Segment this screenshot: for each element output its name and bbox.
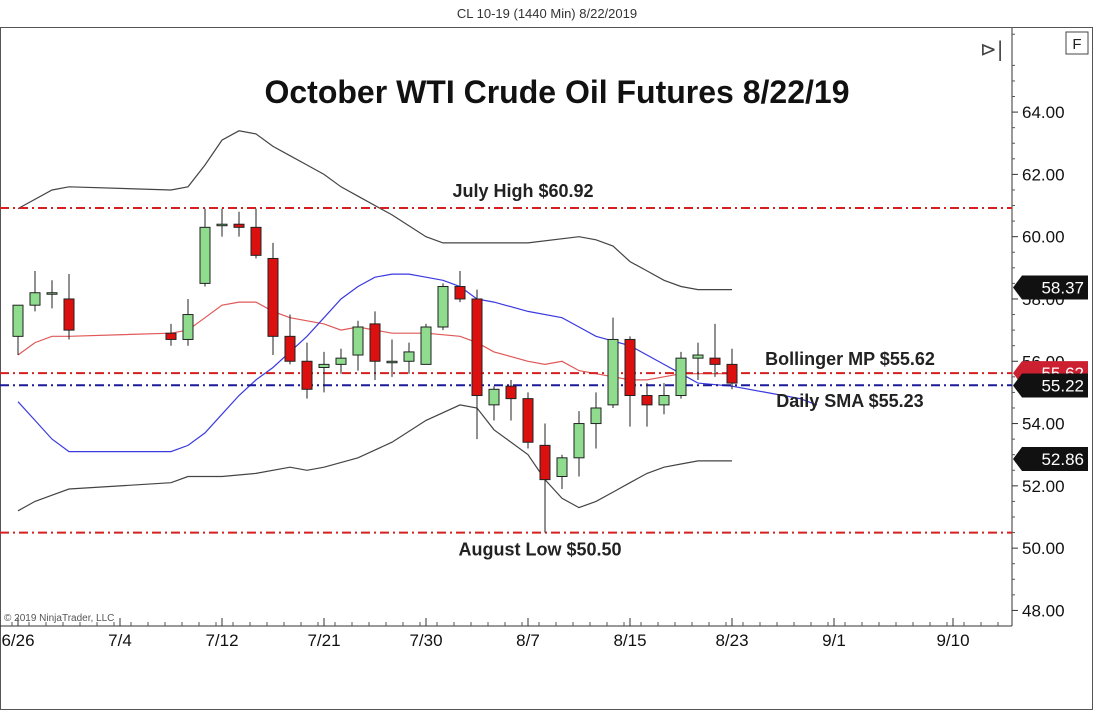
candle-up [692, 354, 704, 359]
candle-up [199, 226, 211, 284]
candle-down [624, 338, 636, 397]
candle-up [29, 292, 41, 306]
candle-down [267, 257, 279, 337]
level-label: Bollinger MP $55.62 [765, 349, 935, 369]
play-icon[interactable]: ⊳| [980, 37, 1004, 61]
x-tick-label: 9/1 [822, 631, 846, 650]
level-label: August Low $50.50 [458, 540, 621, 560]
daily-sma-line [17, 273, 818, 453]
x-tick-label: 6/26 [1, 631, 34, 650]
candle-up [675, 357, 687, 397]
level-lines [0, 207, 1012, 534]
price-marker-label: 58.37 [1041, 278, 1084, 297]
candles [12, 208, 738, 533]
candle-down [250, 226, 262, 256]
price-marker [1013, 373, 1088, 398]
window-title: CL 10-19 (1440 Min) 8/22/2019 [0, 0, 1094, 27]
x-tick-label: 7/21 [307, 631, 340, 650]
price-marker-label: 55.22 [1041, 377, 1084, 396]
candle-up [386, 360, 398, 364]
y-tick-label: 54.00 [1022, 415, 1065, 434]
y-tick-label: 60.00 [1022, 228, 1065, 247]
candle-up [182, 314, 194, 340]
candle-down [233, 223, 245, 228]
candle-down [539, 444, 551, 481]
x-tick-label: 9/10 [936, 631, 969, 650]
candle-down [454, 286, 466, 300]
candle-down [63, 298, 75, 331]
candle-up [420, 326, 432, 365]
candle-down [369, 323, 381, 362]
candle-down [641, 395, 653, 406]
x-tick-label: 7/12 [205, 631, 238, 650]
candle-up [46, 292, 58, 295]
candle-up [318, 363, 330, 368]
chart-title: October WTI Crude Oil Futures 8/22/19 [264, 74, 849, 110]
chart-frame [0, 27, 1093, 710]
x-tick-label: 7/30 [409, 631, 442, 650]
candle-up [488, 388, 500, 406]
x-tick-label: 7/4 [108, 631, 132, 650]
x-tick-label: 8/15 [613, 631, 646, 650]
level-label: July High $60.92 [452, 181, 593, 201]
y-tick-label: 62.00 [1022, 165, 1065, 184]
candle-up [607, 338, 619, 406]
candle-down [709, 357, 721, 365]
candle-down [471, 298, 483, 397]
candle-up [403, 351, 415, 362]
candle-up [573, 423, 585, 459]
f-button-box[interactable] [1065, 31, 1089, 55]
candle-up [12, 304, 24, 337]
x-tick-label: 8/7 [516, 631, 540, 650]
f-button[interactable]: F [1065, 31, 1089, 55]
candle-down [505, 385, 517, 400]
candle-down [522, 398, 534, 443]
candle-down [284, 335, 296, 362]
y-tick-label: 52.00 [1022, 477, 1065, 496]
y-tick-label: 48.00 [1022, 601, 1065, 620]
lower-bollinger-line [17, 404, 732, 512]
candle-up [216, 223, 228, 227]
candle-down [165, 332, 177, 340]
candle-up [658, 395, 670, 406]
price-marker [1013, 275, 1088, 300]
axis-lines [0, 28, 1013, 627]
x-tick-label: 8/23 [715, 631, 748, 650]
play-glyph[interactable]: ⊳| [980, 37, 1004, 61]
price-marker-label: 52.86 [1041, 450, 1084, 469]
y-tick-label: 50.00 [1022, 539, 1065, 558]
candle-up [352, 326, 364, 356]
candle-down [726, 363, 738, 384]
y-tick-label: 64.00 [1022, 103, 1065, 122]
candle-down [301, 360, 313, 390]
upper-bollinger-line [17, 130, 732, 291]
level-label: Daily SMA $55.23 [776, 391, 923, 411]
candle-up [590, 407, 602, 425]
indicator-lines [17, 130, 818, 512]
f-button-label[interactable]: F [1072, 36, 1081, 53]
level-labels: July High $60.92 Bollinger MP $55.62 Daily… [452, 181, 934, 560]
candle-up [556, 457, 568, 477]
candle-up [335, 357, 347, 365]
candle-up [437, 286, 449, 328]
copyright-text: © 2019 NinjaTrader, LLC [4, 613, 114, 624]
price-marker [1013, 447, 1088, 472]
